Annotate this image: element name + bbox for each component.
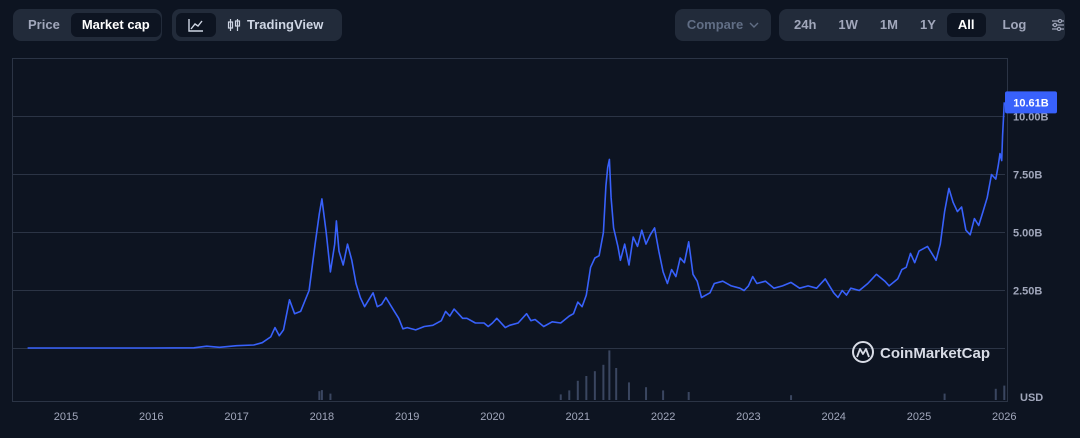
x-tick-label: 2018 [310,411,334,423]
x-tick-label: 2023 [736,411,760,423]
range-1y[interactable]: 1Y [919,17,936,32]
tradingview-button[interactable]: TradingView [216,13,334,37]
volume-bar [608,350,611,400]
settings-button[interactable] [1043,13,1073,37]
volume-bar [687,392,690,400]
current-value-badge: 10.61B [1005,91,1057,114]
y-tick-label: 5.00B [1013,228,1042,240]
x-tick-label: 2025 [907,411,931,423]
y-tick-label: 7.50B [1013,170,1042,182]
volume-bar [790,395,793,400]
x-tick-label: 2021 [566,411,590,423]
volume-bar [627,382,630,400]
volume-bar [1003,385,1006,400]
x-tick-label: 2026 [992,411,1016,423]
compare-button[interactable]: Compare [676,13,770,37]
chart-type-switch: Price Market cap [13,9,162,41]
x-tick-label: 2022 [651,411,675,423]
volume-bar [576,380,579,400]
chevron-down-icon [749,22,759,28]
tradingview-label: TradingView [247,17,324,32]
market-cap-line [27,102,1006,349]
volume-bar [585,376,588,400]
x-tick-label: 2016 [139,411,163,423]
line-chart-icon [188,19,203,32]
coinmarketcap-logo-icon [852,341,874,363]
unit-label: USD [1020,392,1043,404]
volume-bar [943,393,946,400]
x-tick-label: 2019 [395,411,419,423]
volume-bar [329,393,332,400]
range-1w[interactable]: 1W [838,17,858,32]
tab-price[interactable]: Price [28,17,60,32]
y-tick-label: 10.00B [1013,112,1049,124]
volume-bar [593,371,596,400]
volume-bar [318,391,321,400]
y-tick-label: 2.50B [1013,286,1042,298]
log-scale-button[interactable]: Log [1002,17,1027,32]
time-range-switch: 24h 1W 1M 1Y All Log [779,9,1065,41]
watermark-text: CoinMarketCap [880,345,990,362]
compare-label: Compare [686,17,744,32]
compare-dropdown[interactable]: Compare [675,9,771,41]
volume-bar [994,388,997,400]
range-1m[interactable]: 1M [879,17,898,32]
current-value-label: 10.61B [1013,97,1049,109]
volume-bar [602,364,605,400]
volume-bar [568,390,571,400]
range-24h[interactable]: 24h [794,17,817,32]
volume-bar [559,394,562,400]
x-tick-label: 2015 [54,411,78,423]
x-tick-label: 2020 [480,411,504,423]
chart-tools: TradingView [172,9,342,41]
tab-market-cap[interactable]: Market cap [70,13,161,37]
x-tick-label: 2024 [821,411,845,423]
range-all[interactable]: All [946,13,986,37]
x-tick-label: 2017 [224,411,248,423]
volume-bar [645,387,648,400]
volume-bar [615,368,618,400]
plot-frame [12,58,1008,402]
candlestick-icon [227,19,241,31]
line-chart-button[interactable] [176,13,216,37]
volume-bar [320,390,323,400]
sliders-icon [1052,19,1065,31]
volume-bar [662,390,665,400]
coinmarketcap-watermark: CoinMarketCap [852,341,990,363]
